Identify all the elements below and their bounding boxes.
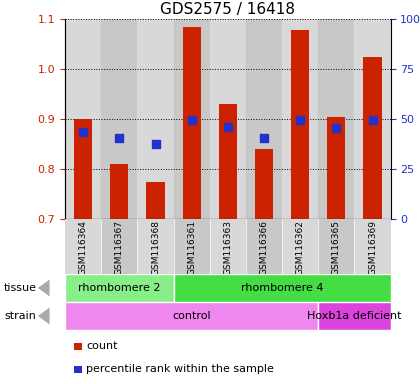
Text: tissue: tissue: [4, 283, 37, 293]
Bar: [137, 219, 173, 274]
Bar: [210, 19, 246, 219]
Text: GSM116364: GSM116364: [79, 220, 88, 275]
Point: [369, 117, 376, 123]
Bar: [101, 219, 137, 274]
Polygon shape: [38, 280, 50, 296]
Bar: [363, 57, 381, 219]
Point: [188, 117, 195, 123]
Point: [224, 124, 231, 130]
Bar: [246, 219, 282, 274]
Point: [116, 135, 123, 141]
Bar: [291, 30, 309, 219]
Bar: [318, 19, 354, 219]
Bar: [318, 302, 391, 330]
Text: count: count: [86, 341, 118, 351]
Text: GSM116362: GSM116362: [296, 220, 304, 275]
Text: rhombomere 2: rhombomere 2: [78, 283, 160, 293]
Bar: [101, 19, 137, 219]
Text: percentile rank within the sample: percentile rank within the sample: [86, 364, 274, 374]
Text: Hoxb1a deficient: Hoxb1a deficient: [307, 311, 402, 321]
Text: GSM116365: GSM116365: [332, 220, 341, 275]
Bar: [65, 274, 173, 302]
Bar: [65, 219, 101, 274]
Bar: [219, 104, 237, 219]
Bar: [354, 19, 391, 219]
Bar: [354, 219, 391, 274]
Title: GDS2575 / 16418: GDS2575 / 16418: [160, 2, 295, 17]
Text: GSM116367: GSM116367: [115, 220, 124, 275]
Bar: [318, 219, 354, 274]
Point: [80, 129, 87, 135]
Bar: [147, 182, 165, 219]
Bar: [65, 19, 101, 219]
Bar: [327, 117, 345, 219]
Polygon shape: [38, 308, 50, 324]
Text: GSM116368: GSM116368: [151, 220, 160, 275]
Point: [333, 125, 340, 131]
Bar: [282, 19, 318, 219]
Text: GSM116366: GSM116366: [260, 220, 268, 275]
Point: [297, 117, 304, 123]
Text: GSM116363: GSM116363: [223, 220, 232, 275]
Bar: [255, 149, 273, 219]
Point: [261, 135, 268, 141]
Text: strain: strain: [4, 311, 36, 321]
Bar: [173, 219, 210, 274]
Bar: [183, 27, 201, 219]
Bar: [110, 164, 129, 219]
Bar: [173, 19, 210, 219]
Bar: [282, 219, 318, 274]
Bar: [210, 219, 246, 274]
Bar: [137, 19, 173, 219]
Bar: [246, 19, 282, 219]
Bar: [173, 274, 391, 302]
Bar: [74, 119, 92, 219]
Text: GSM116369: GSM116369: [368, 220, 377, 275]
Bar: [65, 302, 318, 330]
Point: [152, 141, 159, 147]
Text: control: control: [172, 311, 211, 321]
Text: rhombomere 4: rhombomere 4: [241, 283, 323, 293]
Text: GSM116361: GSM116361: [187, 220, 196, 275]
